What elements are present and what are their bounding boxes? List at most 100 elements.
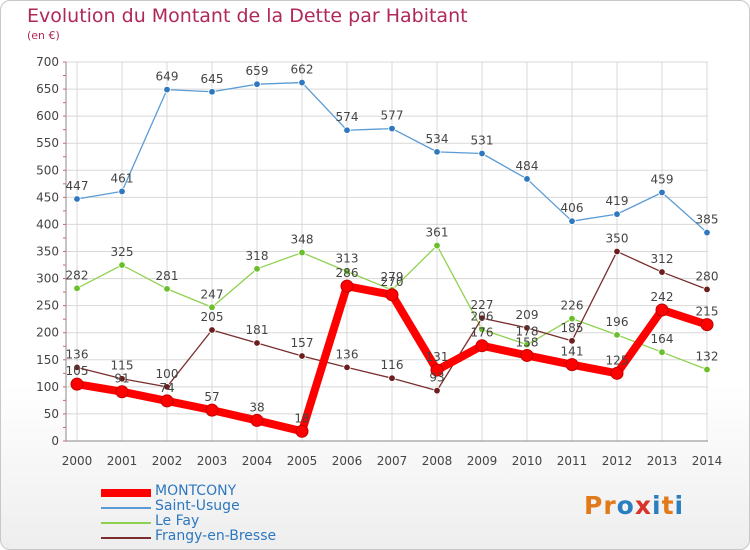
y-tick-label: 550 xyxy=(36,136,59,150)
data-label: 226 xyxy=(561,299,584,313)
data-label: 209 xyxy=(516,308,539,322)
data-label: 461 xyxy=(111,171,134,185)
data-point xyxy=(703,285,711,294)
data-label: 419 xyxy=(606,194,629,208)
data-point xyxy=(613,210,621,218)
logo-letter: i xyxy=(674,491,685,520)
data-point xyxy=(343,363,351,372)
y-tick-label: 250 xyxy=(36,299,59,313)
data-point xyxy=(658,188,666,197)
logo-letter: o xyxy=(616,491,635,520)
data-label: 136 xyxy=(336,347,359,361)
y-tick-label: 200 xyxy=(36,326,59,340)
logo-letter: i xyxy=(652,491,662,520)
data-point xyxy=(253,265,261,273)
data-label: 325 xyxy=(111,245,134,259)
data-point xyxy=(613,247,621,256)
x-tick-label: 2004 xyxy=(242,454,273,468)
data-label: 181 xyxy=(246,323,269,337)
y-tick-label: 0 xyxy=(51,434,59,448)
data-point xyxy=(610,366,624,380)
data-point xyxy=(118,187,126,196)
data-point xyxy=(115,385,129,399)
data-point xyxy=(340,279,354,293)
data-point xyxy=(208,303,216,311)
x-tick-label: 2009 xyxy=(467,454,498,468)
data-label: 18 xyxy=(294,411,309,425)
data-label: 141 xyxy=(561,345,584,359)
x-tick-label: 2011 xyxy=(557,454,588,468)
data-label: 534 xyxy=(426,132,449,146)
y-tick-label: 600 xyxy=(36,109,59,123)
x-tick-label: 2006 xyxy=(332,454,363,468)
data-point xyxy=(253,80,261,88)
data-label: 227 xyxy=(471,298,494,312)
logo-letter: P xyxy=(584,491,604,520)
data-label: 318 xyxy=(246,249,269,263)
x-tick-label: 2012 xyxy=(602,454,633,468)
data-label: 242 xyxy=(651,290,674,304)
data-label: 206 xyxy=(471,309,494,323)
data-label: 132 xyxy=(696,350,719,364)
data-label: 350 xyxy=(606,232,629,246)
data-point xyxy=(205,403,219,417)
logo-letter: x xyxy=(634,491,652,520)
x-tick-label: 2008 xyxy=(422,454,453,468)
data-label: 577 xyxy=(381,109,404,123)
data-point xyxy=(433,241,441,250)
data-point xyxy=(163,85,171,94)
data-point xyxy=(658,268,666,276)
data-point xyxy=(250,413,264,427)
x-tick-label: 2002 xyxy=(152,454,183,468)
y-tick-label: 450 xyxy=(36,190,59,204)
data-point xyxy=(253,339,261,347)
data-label: 574 xyxy=(336,110,359,124)
data-point xyxy=(160,394,174,408)
data-point xyxy=(298,352,306,360)
data-point xyxy=(163,285,171,293)
data-point xyxy=(475,339,489,353)
data-point xyxy=(388,124,396,133)
data-point xyxy=(703,228,711,237)
data-point xyxy=(433,386,441,395)
data-label: 100 xyxy=(156,367,179,381)
x-tick-label: 2005 xyxy=(287,454,318,468)
y-tick-label: 300 xyxy=(36,272,59,286)
data-point xyxy=(613,331,621,339)
data-point xyxy=(118,375,126,383)
data-point xyxy=(298,78,306,87)
legend-swatch xyxy=(101,522,151,524)
data-point xyxy=(298,248,306,257)
data-point xyxy=(478,325,486,334)
data-label: 38 xyxy=(249,400,264,414)
x-tick-label: 2000 xyxy=(62,454,93,468)
x-tick-label: 2013 xyxy=(647,454,678,468)
data-label: 178 xyxy=(516,325,539,339)
data-label: 281 xyxy=(156,269,179,283)
data-point xyxy=(388,374,396,382)
data-label: 649 xyxy=(156,70,179,84)
legend-label: Frangy-en-Bresse xyxy=(155,528,277,544)
legend-label: MONTCONY xyxy=(155,483,237,499)
data-label: 280 xyxy=(696,269,719,283)
data-label: 286 xyxy=(336,266,359,280)
legend-swatch xyxy=(101,537,151,539)
logo-letter: r xyxy=(603,491,617,520)
data-point xyxy=(565,358,579,372)
logo-letter: t xyxy=(661,491,675,520)
chart-title: Evolution du Montant de la Dette par Hab… xyxy=(27,5,468,27)
data-label: 105 xyxy=(66,364,89,378)
data-label: 312 xyxy=(651,252,674,266)
data-label: 348 xyxy=(291,233,314,247)
data-point xyxy=(523,340,531,349)
data-label: 136 xyxy=(66,347,89,361)
y-tick-label: 500 xyxy=(36,163,59,177)
y-tick-label: 100 xyxy=(36,380,59,394)
data-label: 447 xyxy=(66,179,89,193)
data-point xyxy=(568,217,576,225)
data-point xyxy=(343,267,351,276)
x-tick-label: 2001 xyxy=(107,454,138,468)
data-label: 659 xyxy=(246,64,269,78)
